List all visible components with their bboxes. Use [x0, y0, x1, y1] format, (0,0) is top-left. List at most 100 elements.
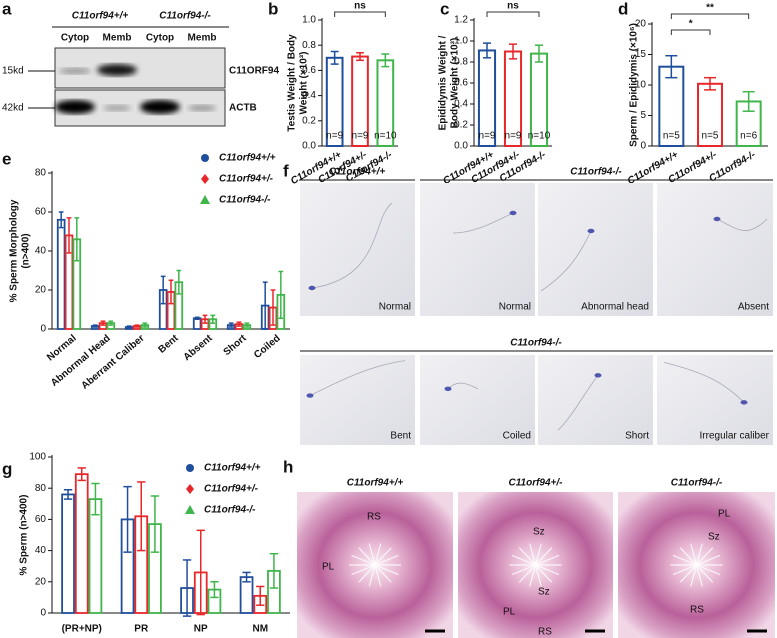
y-tick-label: 1.0 [302, 15, 316, 26]
micrograph [538, 183, 653, 316]
micrograph [420, 355, 535, 445]
y-axis-label: % Sperm (n>400) [19, 495, 30, 576]
y-tick-label: 0.6 [454, 78, 468, 89]
x-tick-label: Coiled [252, 333, 282, 361]
y-tick-label: 0 [40, 324, 46, 335]
cell-label: RS [690, 605, 704, 616]
legend-label: C11orf94+/- [219, 174, 274, 185]
sperm-head [594, 373, 602, 378]
y-tick-label: 1.0 [454, 36, 468, 47]
fraction-label: Memb [188, 33, 217, 44]
x-tick-label: Abnormal Head [49, 333, 113, 389]
micrograph-caption: Normal [499, 302, 531, 313]
x-tick-label: NP [194, 624, 208, 635]
lumen-fiber [529, 543, 537, 566]
micrograph-caption: Bent [390, 431, 411, 442]
y-tick-label: 0.8 [302, 40, 316, 51]
lumen-fiber [368, 543, 376, 566]
y-tick-label: 80 [35, 168, 47, 179]
x-tick-label: (PR+NP) [62, 624, 102, 635]
y-axis-label: Sperm / Epididymis (×10⁶) [629, 23, 640, 147]
y-tick-label: 60 [35, 207, 47, 218]
sperm-tail [447, 382, 479, 390]
sperm-head [444, 386, 452, 392]
y-tick-label: 0.2 [302, 115, 316, 126]
micrograph-caption: Normal [379, 302, 411, 313]
sperm-head [713, 216, 721, 222]
lumen-fiber [534, 543, 542, 566]
genotype-header: C11orf94-/- [159, 11, 211, 22]
micrograph-caption: Irregular caliber [700, 431, 770, 442]
y-axis-label: % Sperm Morphology [9, 199, 20, 302]
lumen-fiber [535, 554, 560, 566]
lumen-fiber [534, 564, 542, 587]
micrograph-caption: Short [625, 431, 649, 442]
micrograph [300, 355, 415, 445]
fraction-label: Cytop [146, 33, 174, 44]
section-title: C11orf94-/- [671, 478, 723, 489]
n-label: n=10 [374, 131, 397, 142]
band [103, 105, 131, 111]
sperm-head [308, 285, 316, 291]
section-title: C11orf94+/+ [347, 478, 404, 489]
lumen-fiber [672, 564, 697, 576]
sperm-head [509, 210, 517, 216]
y-tick-label: 60 [35, 514, 47, 525]
legend-label: C11orf94-/- [219, 195, 271, 206]
genotype-title: C11orf94-/- [510, 338, 562, 349]
panel-letter: a [2, 0, 12, 18]
cell-label: Sz [708, 532, 720, 543]
cell-label: PL [503, 607, 516, 618]
panel-letter: e [2, 149, 11, 168]
lumen-fiber [535, 564, 553, 583]
lumen-fiber [695, 564, 703, 587]
bar [61, 493, 75, 614]
y-tick-label: 0 [40, 608, 46, 619]
y-tick-label: 0.4 [454, 99, 468, 110]
lumen-fiber [358, 564, 376, 583]
micrograph-caption: Coiled [503, 431, 531, 442]
n-label: n=9 [352, 131, 369, 142]
sperm-head [740, 400, 748, 405]
significance-bracket [486, 11, 540, 17]
x-tick-label: PR [134, 624, 149, 635]
lumen-fiber [518, 547, 536, 566]
y-tick-label: 100 [29, 452, 46, 463]
lumen-fiber [351, 554, 376, 566]
y-tick-label: 0.8 [454, 57, 468, 68]
lumen-fiber [374, 564, 382, 587]
n-label: n=5 [702, 131, 719, 142]
lumen-fiber [535, 564, 560, 576]
lumen-fiber [511, 554, 536, 566]
y-tick-label: 40 [35, 545, 47, 556]
lumen-fiber [696, 547, 714, 566]
y-tick-label: 0.2 [454, 120, 468, 131]
lumen-fiber [690, 564, 698, 587]
sperm-tail [716, 218, 768, 231]
lumen-fiber [351, 564, 376, 576]
y-tick-label: 10 [635, 80, 647, 91]
n-label: n=6 [740, 131, 757, 142]
bar [56, 218, 66, 330]
lumen-fiber [679, 564, 697, 583]
legend-label: C11orf94-/- [204, 505, 256, 516]
panel-letter: f [283, 161, 289, 180]
sperm-tail [540, 230, 592, 292]
lumen-fiber [529, 564, 537, 587]
micrograph [657, 355, 773, 445]
sperm-tail [452, 212, 514, 234]
band [188, 105, 216, 111]
panel-letter: c [440, 0, 449, 18]
lumen-fiber [695, 543, 703, 566]
significance-label: ns [507, 1, 519, 12]
n-label: n=10 [528, 131, 551, 142]
y-tick-label: 20 [35, 576, 47, 587]
size-marker: 15kd [2, 66, 24, 77]
band [97, 64, 137, 76]
y-tick-label: 1.2 [454, 15, 468, 26]
panel-letter: g [2, 459, 12, 478]
y-tick-label: 0.0 [454, 141, 468, 152]
legend-label: C11orf94+/- [204, 484, 259, 495]
lumen-fiber [696, 564, 714, 583]
